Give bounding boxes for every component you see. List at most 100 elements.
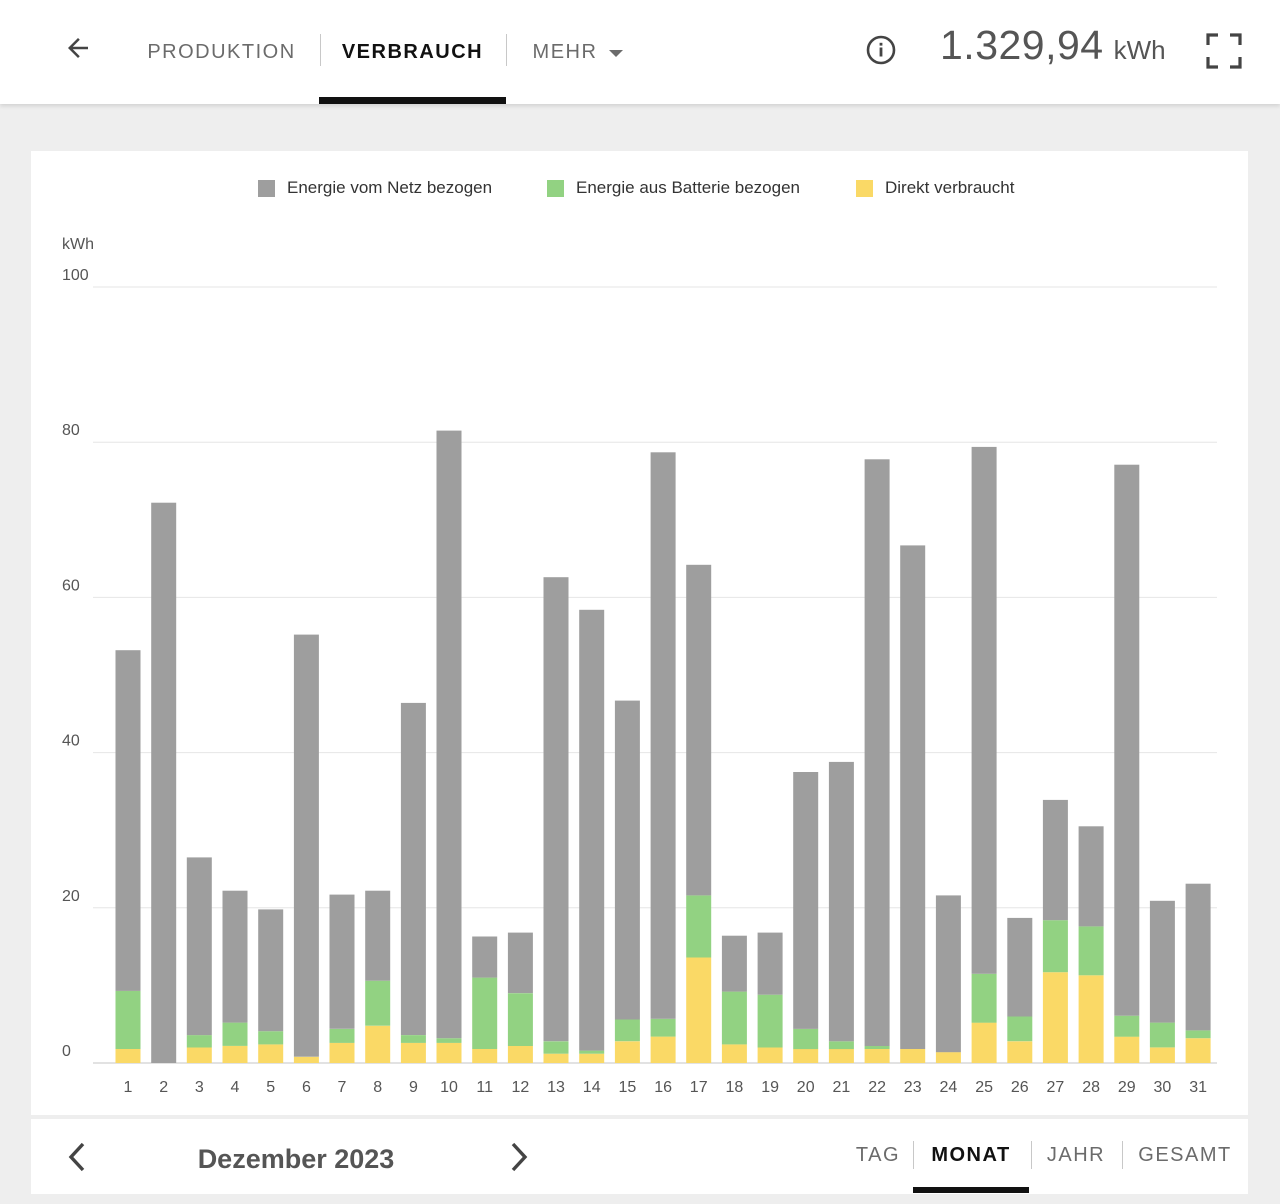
bar-segment[interactable] bbox=[222, 1022, 248, 1046]
bar-segment[interactable] bbox=[1149, 1047, 1175, 1064]
bar-segment[interactable] bbox=[686, 895, 712, 958]
bar-segment[interactable] bbox=[1078, 926, 1104, 976]
bar-segment[interactable] bbox=[793, 1028, 819, 1050]
bar-segment[interactable] bbox=[757, 994, 783, 1048]
bar-segment[interactable] bbox=[650, 1036, 676, 1063]
bar-segment[interactable] bbox=[1114, 1015, 1140, 1037]
bar-segment[interactable] bbox=[115, 990, 141, 1049]
bar-segment[interactable] bbox=[543, 577, 569, 1042]
bar-segment[interactable] bbox=[828, 1049, 854, 1063]
bar-segment[interactable] bbox=[365, 890, 391, 981]
bar-segment[interactable] bbox=[579, 1050, 605, 1054]
bar-segment[interactable] bbox=[472, 1049, 498, 1063]
bar-segment[interactable] bbox=[543, 1053, 569, 1063]
tab-produktion[interactable]: PRODUKTION bbox=[134, 0, 309, 104]
tab-gesamt[interactable]: GESAMT bbox=[1125, 1119, 1245, 1191]
bar-segment[interactable] bbox=[472, 977, 498, 1049]
bar-segment[interactable] bbox=[222, 1045, 248, 1063]
bar-segment[interactable] bbox=[721, 991, 747, 1045]
bar-segment[interactable] bbox=[1007, 1016, 1033, 1042]
tab-tag[interactable]: TAG bbox=[843, 1119, 913, 1191]
bar-segment[interactable] bbox=[258, 1031, 284, 1045]
bar-segment[interactable] bbox=[258, 1044, 284, 1063]
bar-segment[interactable] bbox=[436, 1038, 462, 1043]
bar-segment[interactable] bbox=[793, 1049, 819, 1063]
bar-segment[interactable] bbox=[935, 895, 961, 1053]
bar-segment[interactable] bbox=[793, 772, 819, 1029]
bar-segment[interactable] bbox=[186, 1047, 212, 1064]
bar-segment[interactable] bbox=[1114, 464, 1140, 1016]
bar-segment[interactable] bbox=[614, 1019, 640, 1042]
bar-segment[interactable] bbox=[1185, 1038, 1211, 1063]
bar-segment[interactable] bbox=[1042, 799, 1068, 921]
bar-segment[interactable] bbox=[686, 564, 712, 896]
bar-segment[interactable] bbox=[1042, 972, 1068, 1063]
bar-segment[interactable] bbox=[222, 890, 248, 1023]
bar-segment[interactable] bbox=[864, 459, 890, 1046]
bar-segment[interactable] bbox=[1042, 920, 1068, 973]
bar-segment[interactable] bbox=[365, 980, 391, 1026]
bar-segment[interactable] bbox=[650, 1018, 676, 1037]
bar-segment[interactable] bbox=[757, 932, 783, 995]
bar-segment[interactable] bbox=[400, 1035, 426, 1043]
fullscreen-button[interactable] bbox=[1204, 31, 1244, 71]
bar-segment[interactable] bbox=[828, 1041, 854, 1050]
bar-segment[interactable] bbox=[293, 634, 319, 1057]
bar-segment[interactable] bbox=[721, 1044, 747, 1063]
bar-segment[interactable] bbox=[400, 702, 426, 1035]
bar-segment[interactable] bbox=[1007, 1041, 1033, 1063]
tab-jahr[interactable]: JAHR bbox=[1031, 1119, 1121, 1191]
bar-segment[interactable] bbox=[472, 936, 498, 978]
tab-verbrauch[interactable]: VERBRAUCH bbox=[319, 0, 506, 104]
tab-monat[interactable]: MONAT bbox=[913, 1119, 1029, 1191]
bar-segment[interactable] bbox=[1007, 917, 1033, 1017]
back-button[interactable] bbox=[58, 28, 98, 68]
bar-segment[interactable] bbox=[900, 545, 926, 1049]
bar-segment[interactable] bbox=[614, 1041, 640, 1063]
bar-segment[interactable] bbox=[864, 1045, 890, 1049]
bar-segment[interactable] bbox=[1149, 1022, 1175, 1048]
bar-segment[interactable] bbox=[935, 1052, 961, 1063]
bar-segment[interactable] bbox=[1078, 975, 1104, 1063]
bar-segment[interactable] bbox=[971, 446, 997, 974]
tab-mehr-dropdown[interactable]: MEHR bbox=[518, 0, 638, 104]
bar-segment[interactable] bbox=[579, 609, 605, 1051]
bar-segment[interactable] bbox=[436, 430, 462, 1039]
bar-segment[interactable] bbox=[115, 1049, 141, 1063]
bar-segment[interactable] bbox=[650, 452, 676, 1019]
bar-segment[interactable] bbox=[115, 650, 141, 991]
info-button[interactable] bbox=[864, 33, 898, 67]
bar-segment[interactable] bbox=[579, 1053, 605, 1063]
bar-segment[interactable] bbox=[1185, 1030, 1211, 1039]
bar-segment[interactable] bbox=[329, 894, 355, 1029]
legend-item-battery[interactable]: Energie aus Batterie bezogen bbox=[547, 178, 800, 198]
bar-segment[interactable] bbox=[1185, 883, 1211, 1031]
bar-segment[interactable] bbox=[293, 1056, 319, 1063]
bar-segment[interactable] bbox=[365, 1025, 391, 1063]
bar-segment[interactable] bbox=[507, 1045, 533, 1063]
bar-segment[interactable] bbox=[400, 1042, 426, 1063]
bar-segment[interactable] bbox=[900, 1049, 926, 1063]
bar-segment[interactable] bbox=[329, 1028, 355, 1043]
bar-segment[interactable] bbox=[258, 909, 284, 1032]
bar-segment[interactable] bbox=[436, 1042, 462, 1063]
bar-segment[interactable] bbox=[543, 1041, 569, 1054]
bar-segment[interactable] bbox=[1149, 900, 1175, 1023]
legend-item-grid[interactable]: Energie vom Netz bezogen bbox=[258, 178, 492, 198]
bar-segment[interactable] bbox=[757, 1047, 783, 1064]
bar-segment[interactable] bbox=[507, 993, 533, 1046]
bar-segment[interactable] bbox=[1078, 826, 1104, 927]
bar-segment[interactable] bbox=[971, 1022, 997, 1063]
bar-segment[interactable] bbox=[971, 973, 997, 1023]
bar-segment[interactable] bbox=[721, 935, 747, 992]
bar-segment[interactable] bbox=[828, 761, 854, 1042]
bar-segment[interactable] bbox=[864, 1049, 890, 1063]
previous-period-button[interactable] bbox=[57, 1137, 97, 1177]
bar-segment[interactable] bbox=[329, 1042, 355, 1063]
bar-segment[interactable] bbox=[686, 957, 712, 1064]
legend-item-direct[interactable]: Direkt verbraucht bbox=[856, 178, 1014, 198]
bar-segment[interactable] bbox=[614, 700, 640, 1020]
bar-segment[interactable] bbox=[186, 1035, 212, 1048]
bar-segment[interactable] bbox=[507, 932, 533, 994]
bar-segment[interactable] bbox=[151, 502, 177, 1063]
